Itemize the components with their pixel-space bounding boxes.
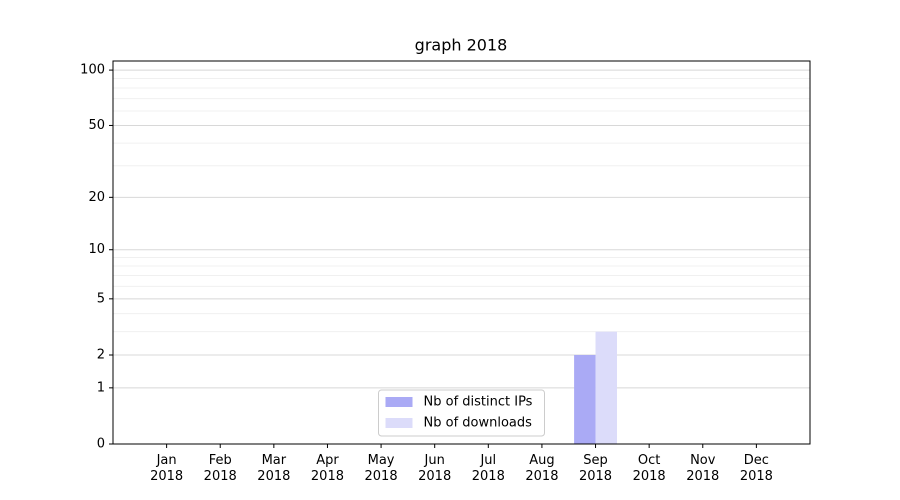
x-tick-label: Apr 2018 bbox=[310, 453, 344, 484]
x-tick-label: Dec 2018 bbox=[739, 453, 773, 484]
y-tick-label: 1 bbox=[97, 380, 105, 395]
y-tick-label: 100 bbox=[80, 63, 105, 78]
x-tick-label: Sep 2018 bbox=[578, 453, 613, 484]
y-tick-label: 0 bbox=[97, 437, 105, 452]
legend-label: Nb of downloads bbox=[424, 416, 533, 431]
y-tick-label: 50 bbox=[88, 118, 105, 133]
y-tick-label: 20 bbox=[88, 190, 105, 205]
x-tick-label: Oct 2018 bbox=[632, 453, 666, 484]
legend-box bbox=[378, 389, 545, 437]
bar bbox=[574, 354, 596, 444]
bar bbox=[595, 331, 617, 444]
x-tick-label: Feb 2018 bbox=[203, 453, 237, 484]
y-tick-label: 2 bbox=[97, 347, 105, 362]
legend: Nb of distinct IPs Nb of downloads bbox=[378, 389, 545, 437]
y-tick-label: 10 bbox=[88, 242, 105, 257]
x-tick-label: Nov 2018 bbox=[686, 453, 720, 484]
x-tick-label: Jan 2018 bbox=[150, 453, 184, 484]
legend-swatch bbox=[385, 397, 413, 407]
x-tick-label: Aug 2018 bbox=[525, 453, 559, 484]
chart-title: graph 2018 bbox=[415, 36, 508, 55]
x-tick-label: Jul 2018 bbox=[471, 453, 505, 484]
x-tick-label: Jun 2018 bbox=[418, 453, 452, 484]
x-tick-label: Mar 2018 bbox=[257, 453, 291, 484]
y-tick-label: 5 bbox=[97, 291, 105, 306]
legend-swatch bbox=[385, 418, 413, 428]
x-tick-label: May 2018 bbox=[364, 453, 398, 484]
plot-frame bbox=[112, 60, 811, 445]
legend-label: Nb of distinct IPs bbox=[424, 395, 533, 410]
